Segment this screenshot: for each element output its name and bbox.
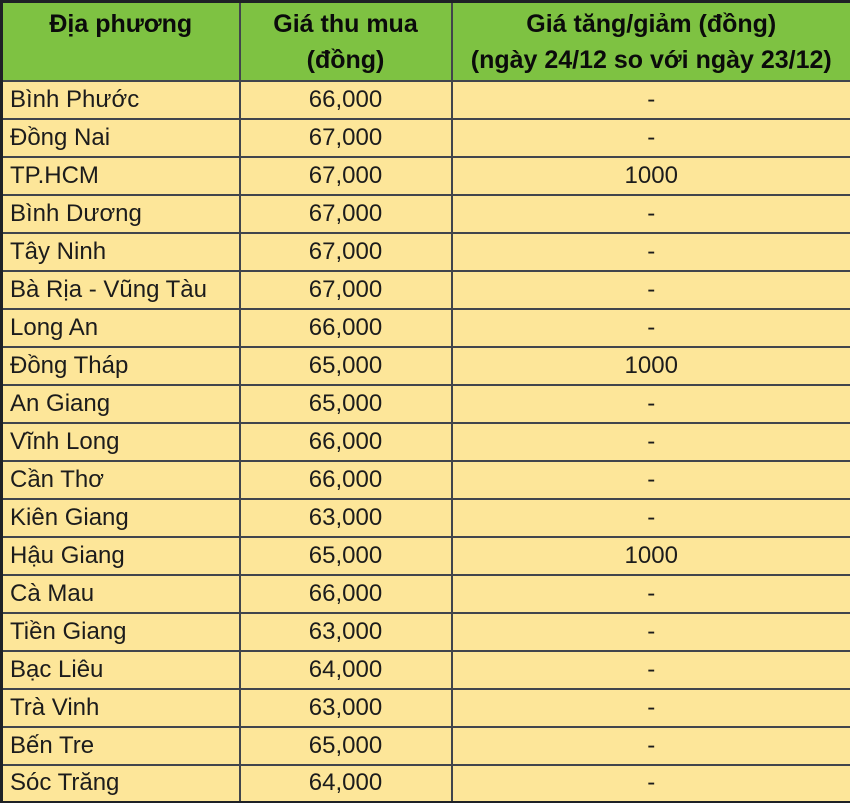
cell-price: 67,000 — [238, 117, 453, 158]
header-location: Địa phương — [0, 0, 241, 82]
cell-change: - — [450, 383, 850, 424]
table-row: Bà Rịa - Vũng Tàu 67,000 - — [0, 269, 850, 310]
table-row: Long An 66,000 - — [0, 307, 850, 348]
header-change: Giá tăng/giảm (đồng) (ngày 24/12 so với … — [450, 0, 850, 82]
cell-change: - — [450, 687, 850, 728]
cell-price: 66,000 — [238, 79, 453, 120]
cell-price: 65,000 — [238, 383, 453, 424]
cell-location: Bình Dương — [0, 193, 241, 234]
table-header-row: Địa phương Giá thu mua (đồng) Giá tăng/g… — [0, 0, 850, 82]
cell-location: Hậu Giang — [0, 535, 241, 576]
cell-location: Tây Ninh — [0, 231, 241, 272]
table-row: Trà Vinh 63,000 - — [0, 687, 850, 728]
table-row: Kiên Giang 63,000 - — [0, 497, 850, 538]
cell-change: - — [450, 269, 850, 310]
header-price: Giá thu mua (đồng) — [238, 0, 453, 82]
cell-location: Đồng Tháp — [0, 345, 241, 386]
cell-location: Tiền Giang — [0, 611, 241, 652]
cell-price: 65,000 — [238, 345, 453, 386]
cell-change: - — [450, 421, 850, 462]
table-row: Cà Mau 66,000 - — [0, 573, 850, 614]
header-price-line1: Giá thu mua — [273, 10, 418, 38]
table-row: Sóc Trăng 64,000 - — [0, 763, 850, 803]
cell-location: An Giang — [0, 383, 241, 424]
cell-change: - — [450, 79, 850, 120]
cell-price: 66,000 — [238, 421, 453, 462]
cell-location: Bình Phước — [0, 79, 241, 120]
cell-price: 66,000 — [238, 459, 453, 500]
cell-price: 63,000 — [238, 611, 453, 652]
cell-price: 64,000 — [238, 649, 453, 690]
cell-change: - — [450, 763, 850, 803]
cell-price: 67,000 — [238, 193, 453, 234]
table-row: Vĩnh Long 66,000 - — [0, 421, 850, 462]
cell-price: 65,000 — [238, 535, 453, 576]
cell-location: Vĩnh Long — [0, 421, 241, 462]
cell-location: Bà Rịa - Vũng Tàu — [0, 269, 241, 310]
table-row: Hậu Giang 65,000 1000 — [0, 535, 850, 576]
table-row: Bình Phước 66,000 - — [0, 79, 850, 120]
cell-location: Kiên Giang — [0, 497, 241, 538]
cell-change: 1000 — [450, 345, 850, 386]
cell-price: 67,000 — [238, 231, 453, 272]
cell-location: Đồng Nai — [0, 117, 241, 158]
cell-location: Trà Vinh — [0, 687, 241, 728]
table-row: Đồng Nai 67,000 - — [0, 117, 850, 158]
table-row: Tiền Giang 63,000 - — [0, 611, 850, 652]
cell-change: - — [450, 497, 850, 538]
header-price-line2: (đồng) — [306, 45, 385, 74]
table-row: Tây Ninh 67,000 - — [0, 231, 850, 272]
header-change-line2: (ngày 24/12 so với ngày 23/12) — [470, 45, 832, 74]
cell-price: 63,000 — [238, 687, 453, 728]
cell-change: - — [450, 307, 850, 348]
table-row: Cần Thơ 66,000 - — [0, 459, 850, 500]
cell-change: - — [450, 649, 850, 690]
cell-change: - — [450, 611, 850, 652]
cell-price: 64,000 — [238, 763, 453, 803]
table-body: Bình Phước 66,000 - Đồng Nai 67,000 - TP… — [0, 79, 850, 803]
table-row: Bến Tre 65,000 - — [0, 725, 850, 766]
cell-price: 67,000 — [238, 269, 453, 310]
cell-price: 65,000 — [238, 725, 453, 766]
cell-location: Cần Thơ — [0, 459, 241, 500]
cell-location: Bến Tre — [0, 725, 241, 766]
header-location-label: Địa phương — [49, 10, 193, 38]
cell-price: 67,000 — [238, 155, 453, 196]
cell-location: Sóc Trăng — [0, 763, 241, 803]
cell-location: Bạc Liêu — [0, 649, 241, 690]
cell-change: - — [450, 117, 850, 158]
table-row: Bạc Liêu 64,000 - — [0, 649, 850, 690]
cell-location: TP.HCM — [0, 155, 241, 196]
cell-location: Cà Mau — [0, 573, 241, 614]
cell-change: - — [450, 573, 850, 614]
table-row: TP.HCM 67,000 1000 — [0, 155, 850, 196]
cell-change: 1000 — [450, 535, 850, 576]
cell-price: 66,000 — [238, 573, 453, 614]
header-change-line1: Giá tăng/giảm (đồng) — [526, 10, 777, 38]
cell-location: Long An — [0, 307, 241, 348]
table-row: Bình Dương 67,000 - — [0, 193, 850, 234]
cell-change: - — [450, 725, 850, 766]
cell-change: - — [450, 193, 850, 234]
cell-change: - — [450, 459, 850, 500]
cell-price: 66,000 — [238, 307, 453, 348]
cell-price: 63,000 — [238, 497, 453, 538]
table-row: An Giang 65,000 - — [0, 383, 850, 424]
cell-change: - — [450, 231, 850, 272]
cell-change: 1000 — [450, 155, 850, 196]
table-row: Đồng Tháp 65,000 1000 — [0, 345, 850, 386]
